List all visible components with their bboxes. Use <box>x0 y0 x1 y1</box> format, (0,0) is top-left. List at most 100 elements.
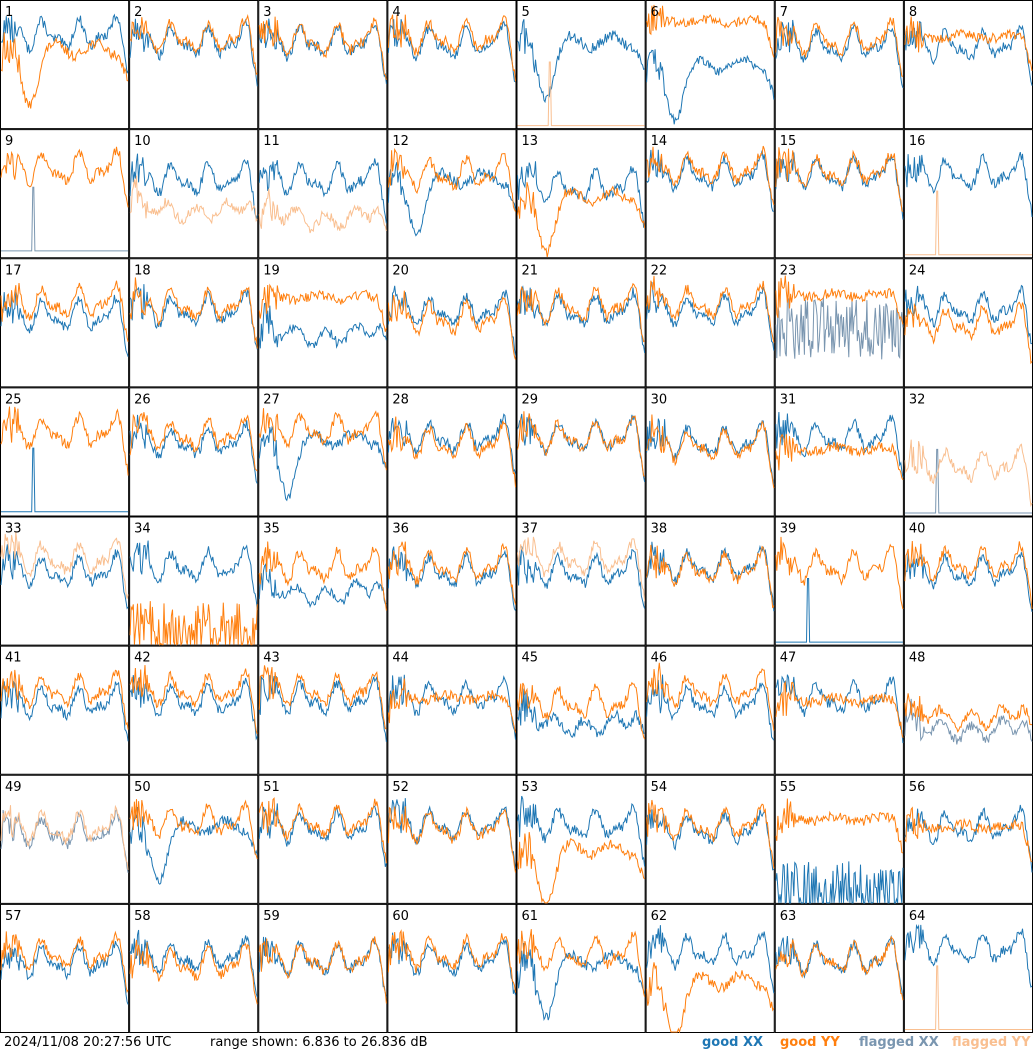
series-fxx <box>1 186 129 252</box>
series-gyy <box>775 16 904 77</box>
series-gyy <box>258 16 387 80</box>
panel-17: 17 <box>0 258 130 388</box>
panel-frame <box>774 129 904 259</box>
panel-46: 46 <box>645 645 775 775</box>
series-gxx <box>775 411 904 478</box>
panel-64: 64 <box>903 903 1033 1033</box>
panel-label: 19 <box>263 263 280 278</box>
panel-label: 54 <box>651 780 668 795</box>
panel-label: 57 <box>5 909 22 924</box>
panel-28: 28 <box>387 387 517 517</box>
panel-59: 59 <box>258 903 388 1033</box>
panel-label: 5 <box>522 5 530 20</box>
panel-40: 40 <box>903 516 1033 646</box>
panel-61: 61 <box>516 903 646 1033</box>
panel-33: 33 <box>0 516 130 646</box>
panel-27: 27 <box>258 387 388 517</box>
panel-frame <box>258 387 388 517</box>
panel-label: 41 <box>5 651 22 666</box>
series-gxx <box>775 934 904 999</box>
panel-frame <box>387 258 517 388</box>
range-label: range shown: 6.836 to 26.836 dB <box>210 1035 428 1050</box>
series-fyy <box>517 61 645 127</box>
panel-label: 46 <box>651 651 668 666</box>
panel-frame <box>0 258 130 388</box>
panel-38: 38 <box>645 516 775 646</box>
panel-20: 20 <box>387 258 517 388</box>
panel-label: 38 <box>651 522 668 537</box>
series-gxx <box>387 19 516 83</box>
series-gxx <box>517 546 646 609</box>
series-gyy <box>517 182 646 258</box>
panel-frame <box>258 258 388 388</box>
series-gyy <box>258 541 387 611</box>
series-fxx <box>904 698 1033 745</box>
series-gxx <box>258 425 387 502</box>
panel-frame <box>387 774 517 904</box>
panel-35: 35 <box>258 516 388 646</box>
panel-label: 7 <box>780 5 788 20</box>
panel-label: 39 <box>780 522 797 537</box>
panel-frame <box>645 129 775 259</box>
series-gyy <box>387 929 516 993</box>
panel-frame <box>516 903 646 1033</box>
series-gyy <box>775 147 904 213</box>
series-fyy <box>904 439 1033 507</box>
panel-label: 63 <box>780 909 797 924</box>
series-gxx <box>129 284 258 350</box>
panel-43: 43 <box>258 645 388 775</box>
panel-label: 50 <box>134 780 151 795</box>
panel-label: 22 <box>651 263 668 278</box>
series-gxx <box>0 941 129 1005</box>
series-fyy <box>517 536 646 602</box>
series-gxx <box>387 285 516 356</box>
series-gyy <box>258 797 387 864</box>
series-fyy <box>258 188 387 234</box>
panel-51: 51 <box>258 774 388 904</box>
series-gyy <box>129 14 258 76</box>
panel-frame <box>387 0 517 130</box>
panel-57: 57 <box>0 903 130 1033</box>
panel-frame <box>516 516 646 646</box>
panel-label: 49 <box>5 780 22 795</box>
panel-label: 3 <box>263 5 271 20</box>
series-gyy <box>646 662 775 731</box>
panel-label: 61 <box>522 909 539 924</box>
panel-label: 16 <box>909 134 926 149</box>
panel-label: 2 <box>134 5 142 20</box>
panel-frame <box>387 645 517 775</box>
series-gxx <box>646 281 775 351</box>
panel-frame <box>129 0 259 130</box>
series-gxx <box>904 552 1033 612</box>
panel-frame <box>387 129 517 259</box>
series-gxx <box>646 674 775 741</box>
series-gxx <box>387 674 516 740</box>
panel-frame <box>258 516 388 646</box>
series-gxx <box>646 149 774 212</box>
panel-frame <box>387 387 517 517</box>
legend-good-yy: good YY <box>780 1035 840 1050</box>
panel-frame <box>0 387 130 517</box>
panel-23: 23 <box>774 258 904 388</box>
panel-frame <box>516 0 646 130</box>
panel-18: 18 <box>129 258 259 388</box>
series-gyy <box>0 146 129 208</box>
panel-10: 10 <box>129 129 259 259</box>
panel-22: 22 <box>645 258 775 388</box>
series-gxx <box>904 284 1033 345</box>
series-gyy <box>517 929 646 997</box>
series-gyy <box>258 665 387 730</box>
panel-7: 7 <box>774 0 904 130</box>
series-gyy <box>129 412 258 472</box>
series-gyy <box>646 145 775 206</box>
series-gyy <box>646 275 775 343</box>
panel-label: 36 <box>392 522 409 537</box>
panel-label: 4 <box>392 5 400 20</box>
panel-30: 30 <box>645 387 775 517</box>
panel-frame <box>258 774 388 904</box>
panel-frame <box>258 903 388 1033</box>
series-gxx <box>129 806 258 885</box>
panel-41: 41 <box>0 645 130 775</box>
panel-frame <box>516 645 646 775</box>
series-gyy <box>0 32 129 109</box>
